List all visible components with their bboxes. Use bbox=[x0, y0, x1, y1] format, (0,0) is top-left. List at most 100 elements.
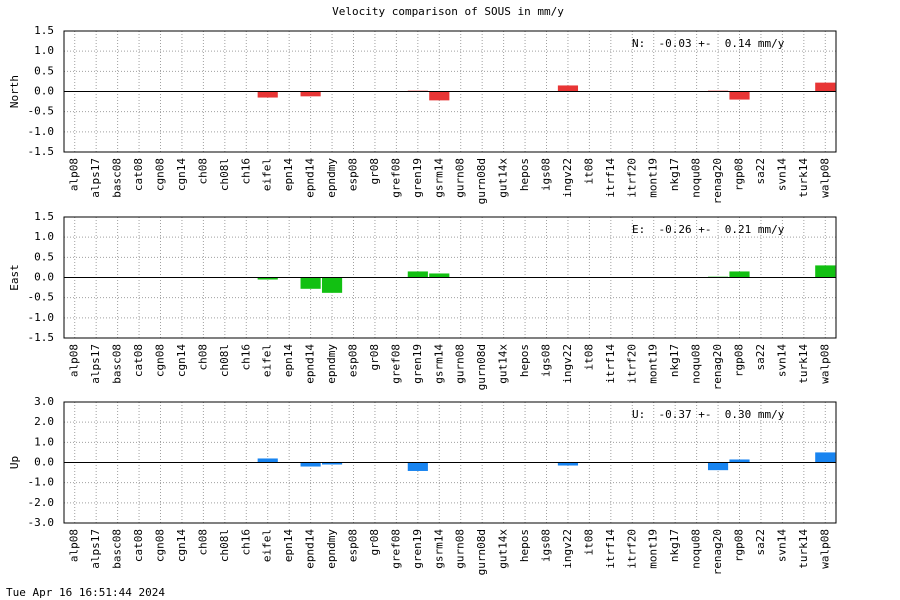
x-tick-label: gut14x bbox=[497, 158, 510, 198]
timestamp: Tue Apr 16 16:51:44 2024 bbox=[6, 586, 165, 599]
plot-frame bbox=[63, 216, 837, 339]
y-tick-label: 1.0 bbox=[34, 435, 54, 448]
x-tick-label: alp08 bbox=[68, 344, 81, 377]
bar bbox=[321, 462, 343, 465]
x-tick-label: svn14 bbox=[775, 158, 788, 191]
x-tick-label: gsrm14 bbox=[432, 529, 445, 569]
x-tick-label: sa22 bbox=[754, 158, 767, 185]
x-tick-label: turk14 bbox=[797, 344, 810, 384]
x-tick-label: gut14x bbox=[497, 529, 510, 569]
x-tick-label: gurn08 bbox=[454, 529, 467, 569]
x-tick-label: eifel bbox=[261, 529, 274, 562]
x-tick-label: noqu08 bbox=[690, 158, 703, 198]
x-tick-label: cat08 bbox=[132, 158, 145, 191]
x-tick-label: ch16 bbox=[239, 158, 252, 185]
y-tick-label: -1.0 bbox=[28, 476, 55, 489]
x-tick-label: ch16 bbox=[239, 344, 252, 371]
x-tick-label: ch08 bbox=[196, 529, 209, 556]
x-tick-label: alp08 bbox=[68, 529, 81, 562]
x-tick-label: gr08 bbox=[368, 158, 381, 185]
x-tick-label: basc08 bbox=[111, 158, 124, 198]
x-tick-label: svn14 bbox=[775, 529, 788, 562]
x-tick-label: mont19 bbox=[647, 529, 660, 569]
x-tick-label: gurn08 bbox=[454, 158, 467, 198]
plot-frame bbox=[63, 401, 837, 524]
x-tick-label: cgn08 bbox=[154, 344, 167, 377]
x-tick-label: ingv22 bbox=[561, 344, 574, 384]
x-tick-label: renag20 bbox=[711, 344, 724, 390]
x-tick-label: gren19 bbox=[411, 158, 424, 198]
y-tick-label: 1.0 bbox=[34, 230, 54, 243]
x-tick-label: alps17 bbox=[89, 344, 102, 384]
x-tick-label: gurn08d bbox=[475, 344, 488, 390]
y-tick-label: 0.0 bbox=[34, 271, 54, 284]
y-tick-label: 0.0 bbox=[34, 85, 54, 98]
y-tick-label: -1.5 bbox=[28, 331, 55, 344]
x-tick-label: cat08 bbox=[132, 344, 145, 377]
bar bbox=[300, 91, 321, 97]
x-tick-label: nkg17 bbox=[668, 344, 681, 377]
y-tick-label: -0.5 bbox=[28, 291, 55, 304]
x-tick-label: itrf14 bbox=[604, 344, 617, 384]
y-tick-label: -1.0 bbox=[28, 311, 55, 324]
x-tick-label: epndmy bbox=[325, 529, 338, 569]
x-tick-label: noqu08 bbox=[690, 344, 703, 384]
x-tick-label: esp08 bbox=[347, 158, 360, 191]
x-tick-label: walp08 bbox=[818, 344, 831, 384]
x-tick-label: walp08 bbox=[818, 158, 831, 198]
x-tick-label: turk14 bbox=[797, 158, 810, 198]
x-tick-label: epnd14 bbox=[304, 158, 317, 198]
x-tick-label: alps17 bbox=[89, 158, 102, 198]
x-tick-label: it08 bbox=[582, 158, 595, 185]
x-tick-label: walp08 bbox=[818, 529, 831, 569]
x-tick-label: turk14 bbox=[797, 529, 810, 569]
x-tick-label: ch08 bbox=[196, 158, 209, 185]
x-tick-label: cgn14 bbox=[175, 344, 188, 377]
x-tick-label: igs08 bbox=[540, 344, 553, 377]
y-tick-label: 1.5 bbox=[34, 210, 54, 223]
bar bbox=[815, 265, 836, 278]
x-tick-label: gref08 bbox=[389, 158, 402, 198]
x-tick-label: itrf14 bbox=[604, 529, 617, 569]
bar bbox=[257, 458, 278, 463]
x-tick-label: rgp08 bbox=[733, 158, 746, 191]
x-tick-label: epnd14 bbox=[304, 529, 317, 569]
x-tick-label: gref08 bbox=[389, 344, 402, 384]
bar bbox=[300, 277, 321, 289]
x-tick-label: renag20 bbox=[711, 529, 724, 575]
x-tick-label: hepos bbox=[518, 158, 531, 191]
x-tick-label: gsrm14 bbox=[432, 344, 445, 384]
x-tick-label: itrf20 bbox=[625, 529, 638, 569]
x-tick-label: eifel bbox=[261, 344, 274, 377]
x-tick-label: gurn08d bbox=[475, 529, 488, 575]
plot-frame bbox=[63, 30, 837, 153]
x-tick-label: renag20 bbox=[711, 158, 724, 204]
y-axis-label: North bbox=[8, 75, 21, 108]
x-tick-label: alps17 bbox=[89, 529, 102, 569]
bar bbox=[557, 462, 579, 466]
x-tick-label: gr08 bbox=[368, 529, 381, 556]
x-tick-label: esp08 bbox=[347, 529, 360, 562]
bar bbox=[707, 462, 729, 471]
x-tick-label: alp08 bbox=[68, 158, 81, 191]
x-tick-label: hepos bbox=[518, 529, 531, 562]
x-tick-label: gren19 bbox=[411, 529, 424, 569]
y-tick-label: 0.5 bbox=[34, 250, 54, 263]
x-tick-label: sa22 bbox=[754, 344, 767, 371]
x-tick-label: rgp08 bbox=[733, 529, 746, 562]
x-tick-label: noqu08 bbox=[690, 529, 703, 569]
x-tick-label: gurn08d bbox=[475, 158, 488, 204]
y-tick-label: -2.0 bbox=[28, 496, 55, 509]
x-tick-label: gut14x bbox=[497, 344, 510, 384]
bar bbox=[729, 459, 750, 463]
bar bbox=[557, 85, 579, 92]
x-tick-label: esp08 bbox=[347, 344, 360, 377]
x-tick-label: ch08l bbox=[218, 344, 231, 377]
x-tick-label: sa22 bbox=[754, 529, 767, 556]
y-tick-label: -1.0 bbox=[28, 125, 55, 138]
y-tick-label: 1.5 bbox=[34, 24, 54, 37]
x-tick-label: it08 bbox=[582, 529, 595, 556]
x-tick-label: nkg17 bbox=[668, 529, 681, 562]
x-tick-label: cgn14 bbox=[175, 529, 188, 562]
x-tick-label: ch08 bbox=[196, 344, 209, 371]
